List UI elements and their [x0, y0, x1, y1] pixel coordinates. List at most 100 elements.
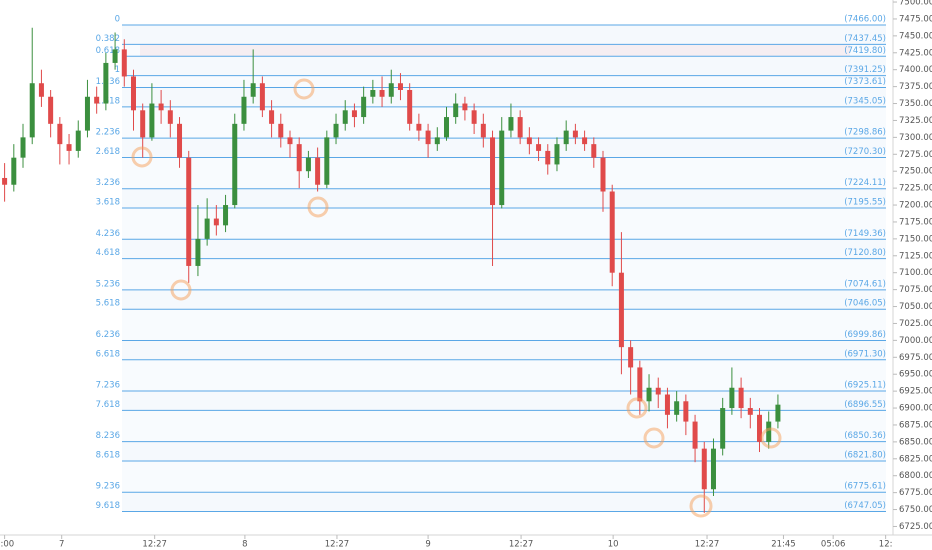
candle-body [674, 401, 680, 415]
candle-body [112, 49, 118, 63]
candle-body [766, 421, 772, 442]
candle-body [508, 117, 514, 131]
level-ratio: 6.618 [96, 349, 120, 359]
candle-body [609, 191, 615, 273]
level-ratio: 8.236 [96, 431, 120, 441]
candle-body [305, 157, 311, 172]
level-ratio: 7.236 [96, 381, 120, 391]
highlight-circles [131, 78, 782, 518]
level-ratio: 2.618 [96, 147, 120, 157]
candle-body [388, 83, 394, 97]
candle-body [600, 157, 606, 192]
candle-body [250, 83, 256, 97]
candle-body [747, 408, 753, 415]
candle-body [84, 96, 90, 131]
y-tick-label: 7200.00 [899, 201, 932, 211]
level-price: (7074.61) [844, 279, 886, 289]
y-tick-label: 7125.00 [899, 251, 932, 261]
candle-body [710, 448, 716, 490]
candle-body [278, 123, 284, 138]
candle-body [48, 96, 54, 124]
candle-body [582, 137, 588, 145]
level-price: (7437.45) [844, 34, 886, 44]
x-tick-label: 9 [425, 540, 430, 550]
level-ratio: 2.236 [96, 128, 120, 138]
level-price: (7224.11) [844, 178, 886, 188]
candle-body [20, 137, 26, 158]
candle-body [186, 157, 192, 266]
candle-body [351, 110, 357, 118]
candle-body [195, 238, 201, 266]
level-price: (6999.86) [844, 330, 886, 340]
candle-body [213, 218, 219, 226]
level-band [122, 359, 886, 392]
y-tick-label: 7300.00 [899, 133, 932, 143]
candle-body [94, 96, 100, 104]
y-tick-label: 6825.00 [899, 454, 932, 464]
level-band [122, 309, 886, 341]
y-tick-label: 7425.00 [899, 48, 932, 58]
candle-body [490, 137, 496, 206]
x-tick-label: 12:27 [509, 540, 534, 550]
candle-body [287, 137, 293, 145]
y-tick-label: 6900.00 [899, 404, 932, 414]
x-tick-label: 21:45 [771, 540, 796, 550]
level-price: (6850.36) [844, 431, 886, 441]
level-price: (6821.80) [844, 450, 886, 460]
candles [2, 27, 781, 513]
y-tick-label: 7500.00 [899, 0, 932, 8]
candle-body [729, 387, 735, 409]
candle-body [397, 83, 403, 90]
level-band [122, 56, 886, 76]
candle-body [2, 177, 8, 185]
candle-body [361, 96, 367, 118]
level-price: (7373.61) [844, 77, 886, 87]
candle-body [572, 130, 578, 138]
y-tick-label: 7025.00 [899, 319, 932, 329]
candle-body [342, 110, 348, 124]
level-ratio: 8.618 [96, 450, 120, 460]
y-tick-label: 6800.00 [899, 471, 932, 481]
level-band [122, 208, 886, 240]
highlight [307, 196, 329, 218]
highlight [170, 279, 192, 301]
level-price: (7046.05) [844, 299, 886, 309]
level-ratio: 0.618 [96, 46, 120, 56]
level-band [122, 75, 886, 88]
candle-body [296, 144, 302, 172]
candle-body [158, 103, 164, 111]
y-tick-label: 7250.00 [899, 167, 932, 177]
y-tick-label: 6850.00 [899, 437, 932, 447]
candle-body [462, 103, 468, 111]
candle-body [223, 205, 229, 226]
candle-body [517, 117, 523, 138]
y-tick-label: 7275.00 [899, 150, 932, 160]
x-tick-label: 05:06 [821, 540, 846, 550]
y-tick-label: 7000.00 [899, 336, 932, 346]
level-band [122, 492, 886, 512]
level-price: (7195.55) [844, 198, 886, 208]
highlight [689, 494, 713, 518]
y-tick-label: 6950.00 [899, 370, 932, 380]
candle-body [38, 83, 44, 97]
level-ratio: 5.236 [96, 279, 120, 289]
candle-body [259, 83, 265, 111]
candle-body [434, 137, 440, 145]
x-tick-label: 8 [242, 540, 247, 550]
y-tick-label: 6925.00 [899, 387, 932, 397]
level-band [122, 258, 886, 290]
candle-body [66, 144, 72, 151]
level-ratio: 6.236 [96, 330, 120, 340]
y-tick-label: 6750.00 [899, 505, 932, 515]
y-tick-label: 6775.00 [899, 488, 932, 498]
candle-body [140, 110, 146, 138]
level-price: (7391.25) [844, 65, 886, 75]
candle-body [149, 103, 155, 138]
level-band [122, 410, 886, 442]
y-tick-label: 7475.00 [899, 14, 932, 24]
candle-body [628, 347, 634, 368]
x-tick-label: 12:27 [695, 540, 720, 550]
y-tick-label: 7325.00 [899, 116, 932, 126]
candle-body [664, 394, 670, 415]
